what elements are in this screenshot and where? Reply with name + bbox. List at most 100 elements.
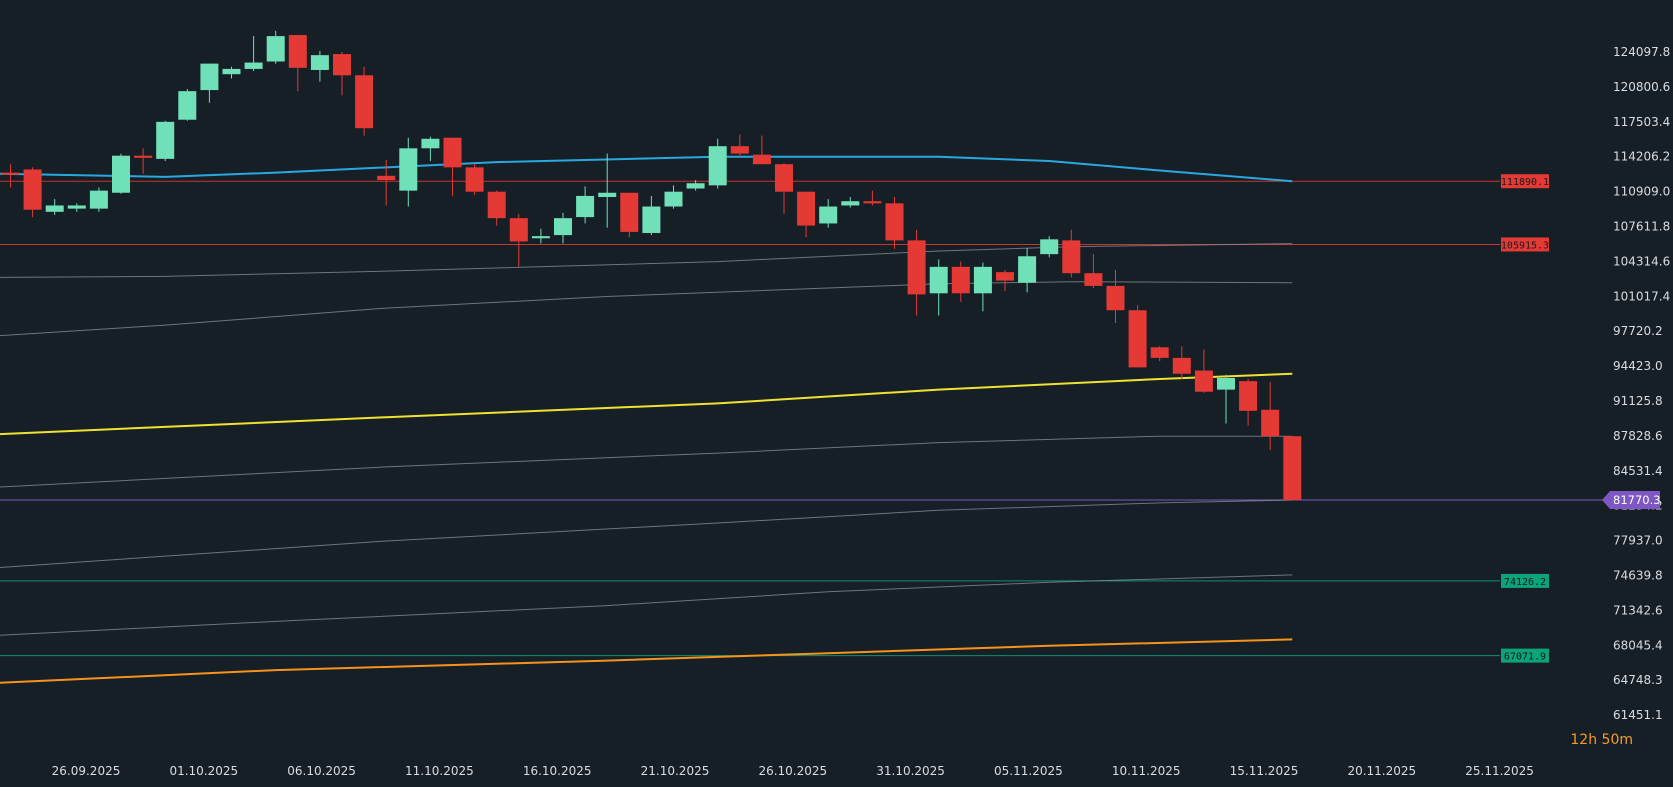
candle-body (708, 146, 727, 186)
candle-body (222, 68, 241, 75)
candle-2025-10-03[interactable] (244, 36, 263, 72)
candle-body (1217, 377, 1235, 390)
candle-2025-10-04[interactable] (266, 30, 285, 64)
date-tick-label: 15.11.2025 (1230, 764, 1299, 778)
candle-2025-10-30[interactable] (841, 196, 860, 208)
candle-2025-09-30[interactable] (178, 89, 197, 121)
candle-2025-09-23[interactable] (23, 167, 42, 218)
candle-body (487, 191, 506, 219)
level-label-bg (1501, 237, 1549, 252)
candle-2025-11-15[interactable] (1194, 349, 1213, 393)
candle-2025-10-26[interactable] (752, 135, 771, 165)
date-tick-label: 11.10.2025 (405, 764, 474, 778)
candle-body (89, 190, 108, 209)
candle-2025-10-19[interactable] (598, 153, 617, 228)
candle-2025-09-29[interactable] (156, 120, 175, 161)
candle-body (465, 167, 484, 192)
candle-2025-10-05[interactable] (288, 35, 307, 92)
candle-2025-09-25[interactable] (67, 203, 86, 212)
candle-2025-10-13[interactable] (465, 164, 484, 195)
candle-2025-11-10[interactable] (1084, 254, 1103, 289)
candle-body (1040, 239, 1059, 255)
candle-2025-10-14[interactable] (487, 190, 506, 226)
candle-2025-10-09[interactable] (377, 159, 396, 206)
candle-2025-10-10[interactable] (399, 137, 418, 207)
candle-body (951, 266, 970, 294)
candle-body (1084, 273, 1103, 286)
candle-body (23, 169, 42, 210)
candle-2025-11-11[interactable] (1106, 270, 1125, 323)
candle-2025-10-22[interactable] (664, 185, 683, 209)
candle-2025-10-27[interactable] (775, 163, 793, 214)
date-tick-label: 05.11.2025 (994, 764, 1063, 778)
level-label-text: 111890.1 (1501, 177, 1549, 188)
candle-2025-10-18[interactable] (576, 186, 595, 224)
candle-2025-10-17[interactable] (554, 212, 572, 244)
candle-2025-10-15[interactable] (509, 213, 528, 267)
candle-2025-10-29[interactable] (819, 199, 838, 228)
candle-2025-11-04[interactable] (951, 261, 970, 302)
candle-body (200, 63, 219, 91)
moving-average-1 (0, 243, 1293, 278)
candle-body (531, 236, 550, 239)
candle-2025-10-06[interactable] (310, 50, 329, 82)
candle-2025-09-26[interactable] (89, 187, 108, 212)
price-tick-label: 114206.2 (1613, 150, 1670, 164)
candle-2025-11-03[interactable] (929, 259, 948, 316)
candle-2025-10-07[interactable] (333, 51, 351, 96)
candle-2025-11-06[interactable] (996, 270, 1014, 292)
candle-2025-10-12[interactable] (443, 137, 462, 196)
candle-2025-10-28[interactable] (797, 191, 816, 238)
price-tick-label: 117503.4 (1613, 115, 1670, 129)
current-price-text: 81770.3 (1613, 493, 1661, 507)
candle-2025-09-24[interactable] (45, 199, 64, 215)
countdown-hours-unit: h (1588, 732, 1598, 748)
candle-2025-11-07[interactable] (1018, 247, 1037, 293)
price-tick-label: 101017.4 (1613, 289, 1670, 303)
candle-2025-10-24[interactable] (708, 138, 727, 189)
candle-body (421, 138, 440, 149)
candle-2025-10-21[interactable] (642, 195, 661, 236)
price-tick-label: 110909.0 (1613, 185, 1670, 199)
candle-2025-10-01[interactable] (200, 63, 219, 103)
candle-2025-11-01[interactable] (885, 196, 904, 249)
candle-2025-09-22[interactable] (1, 164, 20, 188)
candle-body (266, 36, 285, 62)
candle-2025-11-02[interactable] (907, 229, 926, 316)
candle-body (288, 35, 307, 68)
candle-body (686, 183, 705, 189)
candle-body (797, 191, 816, 226)
candle-2025-10-08[interactable] (355, 66, 374, 136)
candle-2025-11-17[interactable] (1239, 379, 1258, 426)
price-tick-label: 94423.0 (1613, 359, 1663, 373)
candle-2025-10-16[interactable] (531, 228, 550, 244)
candle-2025-10-20[interactable] (620, 192, 639, 238)
candle-body (598, 192, 617, 197)
candle-2025-10-25[interactable] (730, 134, 749, 158)
candle-2025-11-12[interactable] (1128, 304, 1147, 368)
price-axis: 124097.8 120800.6 117503.4 114206.2 110909.0… (1613, 45, 1670, 722)
candle-body (1261, 409, 1280, 437)
candle-2025-11-05[interactable] (973, 262, 992, 312)
candle-2025-11-14[interactable] (1172, 346, 1191, 380)
candle-2025-10-23[interactable] (686, 180, 705, 191)
candle-2025-09-27[interactable] (112, 153, 130, 194)
date-tick-label: 20.11.2025 (1347, 764, 1416, 778)
candle-2025-11-16[interactable] (1217, 374, 1235, 424)
candle-2025-11-19[interactable] (1283, 436, 1302, 501)
candle-body (333, 54, 351, 76)
candle-2025-11-13[interactable] (1150, 346, 1169, 362)
candle-2025-10-11[interactable] (421, 136, 440, 161)
candle-body (399, 148, 418, 191)
price-tick-label: 61451.1 (1613, 708, 1663, 722)
candle-2025-11-09[interactable] (1062, 229, 1081, 278)
candle-body (1, 172, 20, 175)
candle-2025-10-02[interactable] (222, 66, 241, 79)
candle-2025-11-18[interactable] (1261, 382, 1280, 450)
candle-2025-10-31[interactable] (863, 190, 882, 206)
candle-2025-11-08[interactable] (1040, 236, 1059, 258)
candle-2025-09-28[interactable] (134, 148, 153, 174)
date-tick-label: 10.11.2025 (1112, 764, 1181, 778)
candle-body (134, 155, 153, 158)
